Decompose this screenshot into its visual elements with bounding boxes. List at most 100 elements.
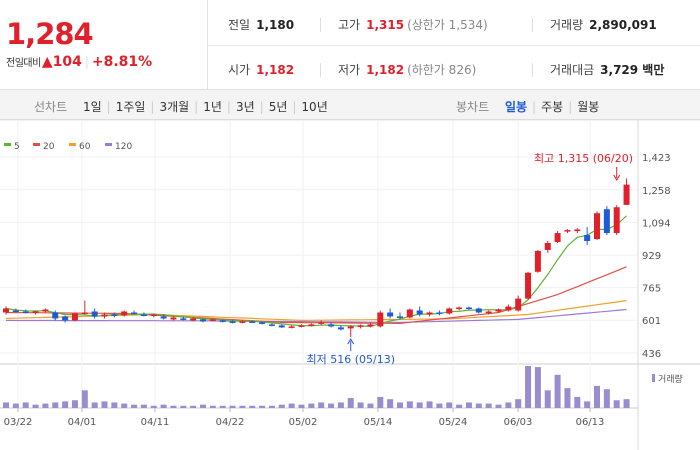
- volume-bar: [219, 405, 226, 408]
- divider: |: [259, 100, 264, 114]
- candle-body: [229, 321, 236, 323]
- stat-low: 저가 1,182 (하한가 826): [338, 61, 476, 78]
- price-chart: 1,423 1,258 1,094 929 765 601 436 03/22 04/01 04/…: [0, 120, 700, 450]
- volume-bar: [446, 402, 453, 408]
- candle-body: [12, 310, 19, 313]
- volume-label: 거래량: [658, 373, 683, 385]
- volume-bar: [121, 403, 128, 408]
- volume-bar: [91, 402, 98, 408]
- volume-bar: [268, 405, 275, 408]
- candle-body: [308, 324, 315, 326]
- y-tick-label: 1,423: [642, 153, 671, 164]
- candle-period-option-0[interactable]: 일봉: [504, 100, 528, 114]
- divider: [532, 18, 533, 32]
- candle-body: [131, 312, 138, 314]
- volume-bar: [298, 404, 305, 408]
- candle-body: [623, 184, 630, 205]
- stat-high: 고가 1,315 (상한가 1,534): [338, 16, 488, 33]
- candle-body: [160, 316, 167, 319]
- candle-body: [239, 321, 246, 323]
- divider: [320, 63, 321, 77]
- stat-label: 시가: [228, 63, 251, 77]
- candle-body: [564, 230, 571, 232]
- divider: |: [532, 100, 537, 114]
- stat-value: 3,729 백만: [600, 63, 665, 77]
- volume-bar: [564, 388, 571, 408]
- line-period-option-0[interactable]: 1일: [82, 100, 102, 114]
- candle-period-option-2[interactable]: 월봉: [577, 100, 600, 114]
- high-arrow-icon: [613, 174, 621, 181]
- volume-bar: [416, 402, 423, 408]
- change-row: 전일대비▲104 | +8.81%: [6, 54, 152, 70]
- candle-period-option-1[interactable]: 주봉: [541, 100, 564, 114]
- volume-bar: [347, 398, 354, 408]
- line-period-option-4[interactable]: 3년: [235, 100, 255, 114]
- candle-body: [180, 318, 187, 320]
- candle-body: [416, 310, 423, 315]
- volume-bar: [42, 403, 49, 408]
- volume-bar: [190, 405, 197, 408]
- stat-label: 고가: [338, 18, 361, 32]
- candle-body: [525, 272, 532, 299]
- x-tick-label: 06/13: [576, 417, 605, 428]
- candle-body: [367, 324, 374, 327]
- divider: |: [150, 100, 155, 114]
- change-value: 104: [52, 54, 82, 70]
- line-period-option-2[interactable]: 3개월: [159, 100, 190, 114]
- y-tick-label: 765: [642, 284, 661, 295]
- candle-body: [495, 309, 502, 312]
- candle-body: [446, 308, 453, 314]
- legend-label-60: 60: [79, 142, 91, 152]
- ma120-line: [5, 308, 627, 324]
- volume-bar: [160, 404, 167, 408]
- stat-sub: (하한가 826): [407, 63, 477, 77]
- candle-body: [554, 233, 561, 242]
- line-period-option-6[interactable]: 10년: [301, 100, 328, 114]
- stat-prev-close: 전일 1,180: [228, 16, 294, 33]
- line-chart-options: 선차트 1일 | 1주일 | 3개월 | 1년 | 3년 | 5년 | 10년: [34, 98, 330, 115]
- legend-swatch-5: [4, 143, 11, 146]
- volume-bar: [249, 405, 256, 408]
- price-box: 1,284 전일대비▲104 | +8.81%: [0, 0, 208, 90]
- candle-body: [475, 308, 482, 313]
- line-period-option-1[interactable]: 1주일: [115, 100, 146, 114]
- candle-body: [406, 309, 413, 318]
- candle-body: [456, 307, 463, 310]
- divider: [532, 63, 533, 77]
- divider: |: [84, 55, 89, 69]
- candle-body: [574, 229, 581, 232]
- line-period-option-3[interactable]: 1년: [203, 100, 222, 114]
- candle-body: [436, 312, 443, 314]
- x-tick-label: 03/22: [4, 417, 33, 428]
- volume-bar: [308, 403, 315, 408]
- candle-body: [121, 311, 128, 316]
- volume-bar: [387, 399, 394, 408]
- line-period-option-5[interactable]: 5년: [268, 100, 288, 114]
- candle-chart-options: 봉차트 일봉 | 주봉 | 월봉: [456, 98, 601, 115]
- stat-amount: 거래대금 3,729 백만: [550, 61, 664, 78]
- volume-bar: [150, 405, 157, 408]
- volume-bar: [436, 403, 443, 408]
- x-tick-label: 04/22: [216, 417, 245, 428]
- candle-body: [209, 319, 216, 321]
- y-tick-label: 436: [642, 349, 661, 360]
- candle-body: [594, 213, 600, 240]
- candle-body: [140, 314, 147, 316]
- x-tick-label: 05/24: [439, 417, 468, 428]
- volume-bar: [456, 404, 463, 408]
- volume-bar: [32, 404, 39, 408]
- volume-bar: [170, 405, 177, 408]
- divider: |: [194, 100, 199, 114]
- stat-value: 1,182: [366, 63, 405, 77]
- candle-body: [485, 311, 492, 313]
- candle-body: [337, 327, 344, 330]
- volume-bar: [278, 404, 285, 408]
- candle-body: [219, 320, 226, 322]
- legend-label-120: 120: [115, 142, 132, 152]
- candle-body: [397, 316, 403, 318]
- candle-chart-label: 봉차트: [456, 100, 490, 114]
- volume-bar: [52, 402, 59, 408]
- candle-body: [347, 326, 354, 329]
- volume-bar: [318, 402, 325, 408]
- candle-body: [91, 311, 98, 317]
